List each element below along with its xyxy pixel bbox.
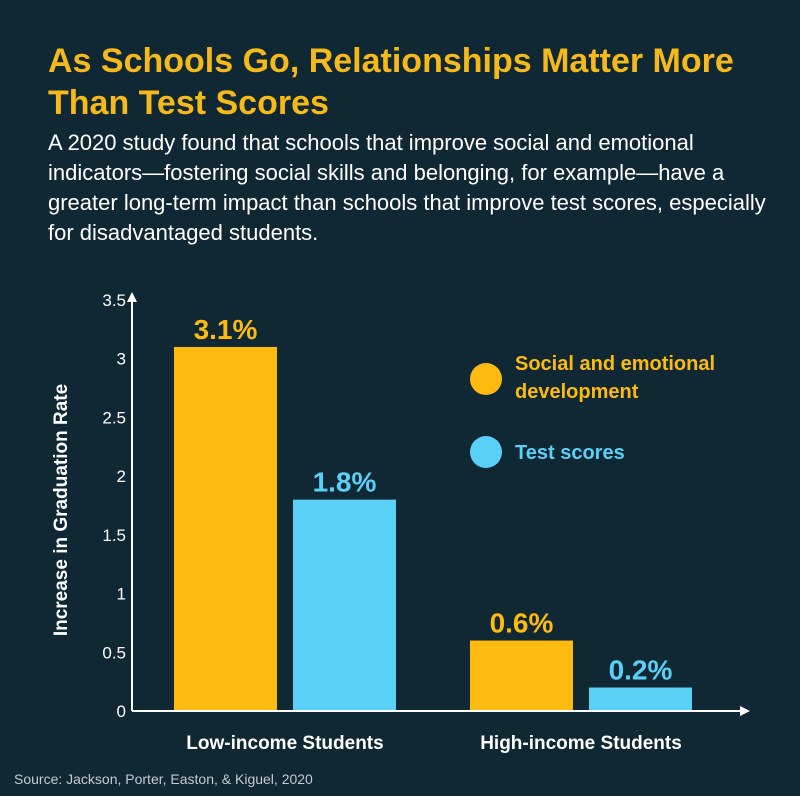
y-tick-label: 3.5: [102, 291, 126, 310]
bar-test-0: [293, 499, 396, 711]
legend-test-swatch: [470, 436, 502, 468]
legend: Social and emotional development Test scor…: [470, 353, 715, 468]
y-axis-label: Increase in Graduation Rate: [51, 384, 72, 636]
chart-title: As Schools Go, Relationships Matter More…: [48, 42, 734, 122]
data-label: 3.1%: [194, 314, 258, 345]
data-label: 0.2%: [609, 655, 673, 686]
y-tick-label: 2.5: [102, 408, 126, 427]
y-tick-label: 0.5: [102, 643, 126, 662]
y-tick-labels: 0 0.5 1 1.5 2 2.5 3 3.5: [102, 291, 126, 721]
y-tick-label: 1: [117, 585, 126, 604]
y-tick-label: 2: [117, 467, 126, 486]
legend-social-swatch: [470, 363, 502, 395]
y-tick-label: 3: [117, 350, 126, 369]
x-tick-label: High-income Students: [480, 733, 682, 754]
x-tick-label: Low-income Students: [186, 733, 383, 754]
y-tick-label: 0: [117, 702, 126, 721]
bars-layer: [174, 346, 692, 711]
source-note: Source: Jackson, Porter, Easton, & Kigue…: [14, 771, 313, 787]
axes-layer: [127, 292, 750, 716]
y-tick-label: 1.5: [102, 526, 126, 545]
legend-test-label: Test scores: [515, 442, 625, 464]
y-axis-arrow-icon: [127, 292, 137, 302]
data-label: 0.6%: [490, 608, 554, 639]
bar-social-1: [470, 640, 573, 711]
bar-test-1: [589, 687, 692, 711]
legend-social-label: Social and emotional development: [515, 353, 715, 403]
value-labels-layer: 3.1% 1.8% 0.6% 0.2%: [194, 314, 673, 686]
x-axis-arrow-icon: [740, 706, 750, 716]
data-label: 1.8%: [313, 467, 377, 498]
bar-social-0: [174, 346, 277, 711]
chart-subtitle: A 2020 study found that schools that imp…: [48, 130, 766, 245]
x-tick-labels: Low-income Students High-income Students: [186, 733, 682, 754]
